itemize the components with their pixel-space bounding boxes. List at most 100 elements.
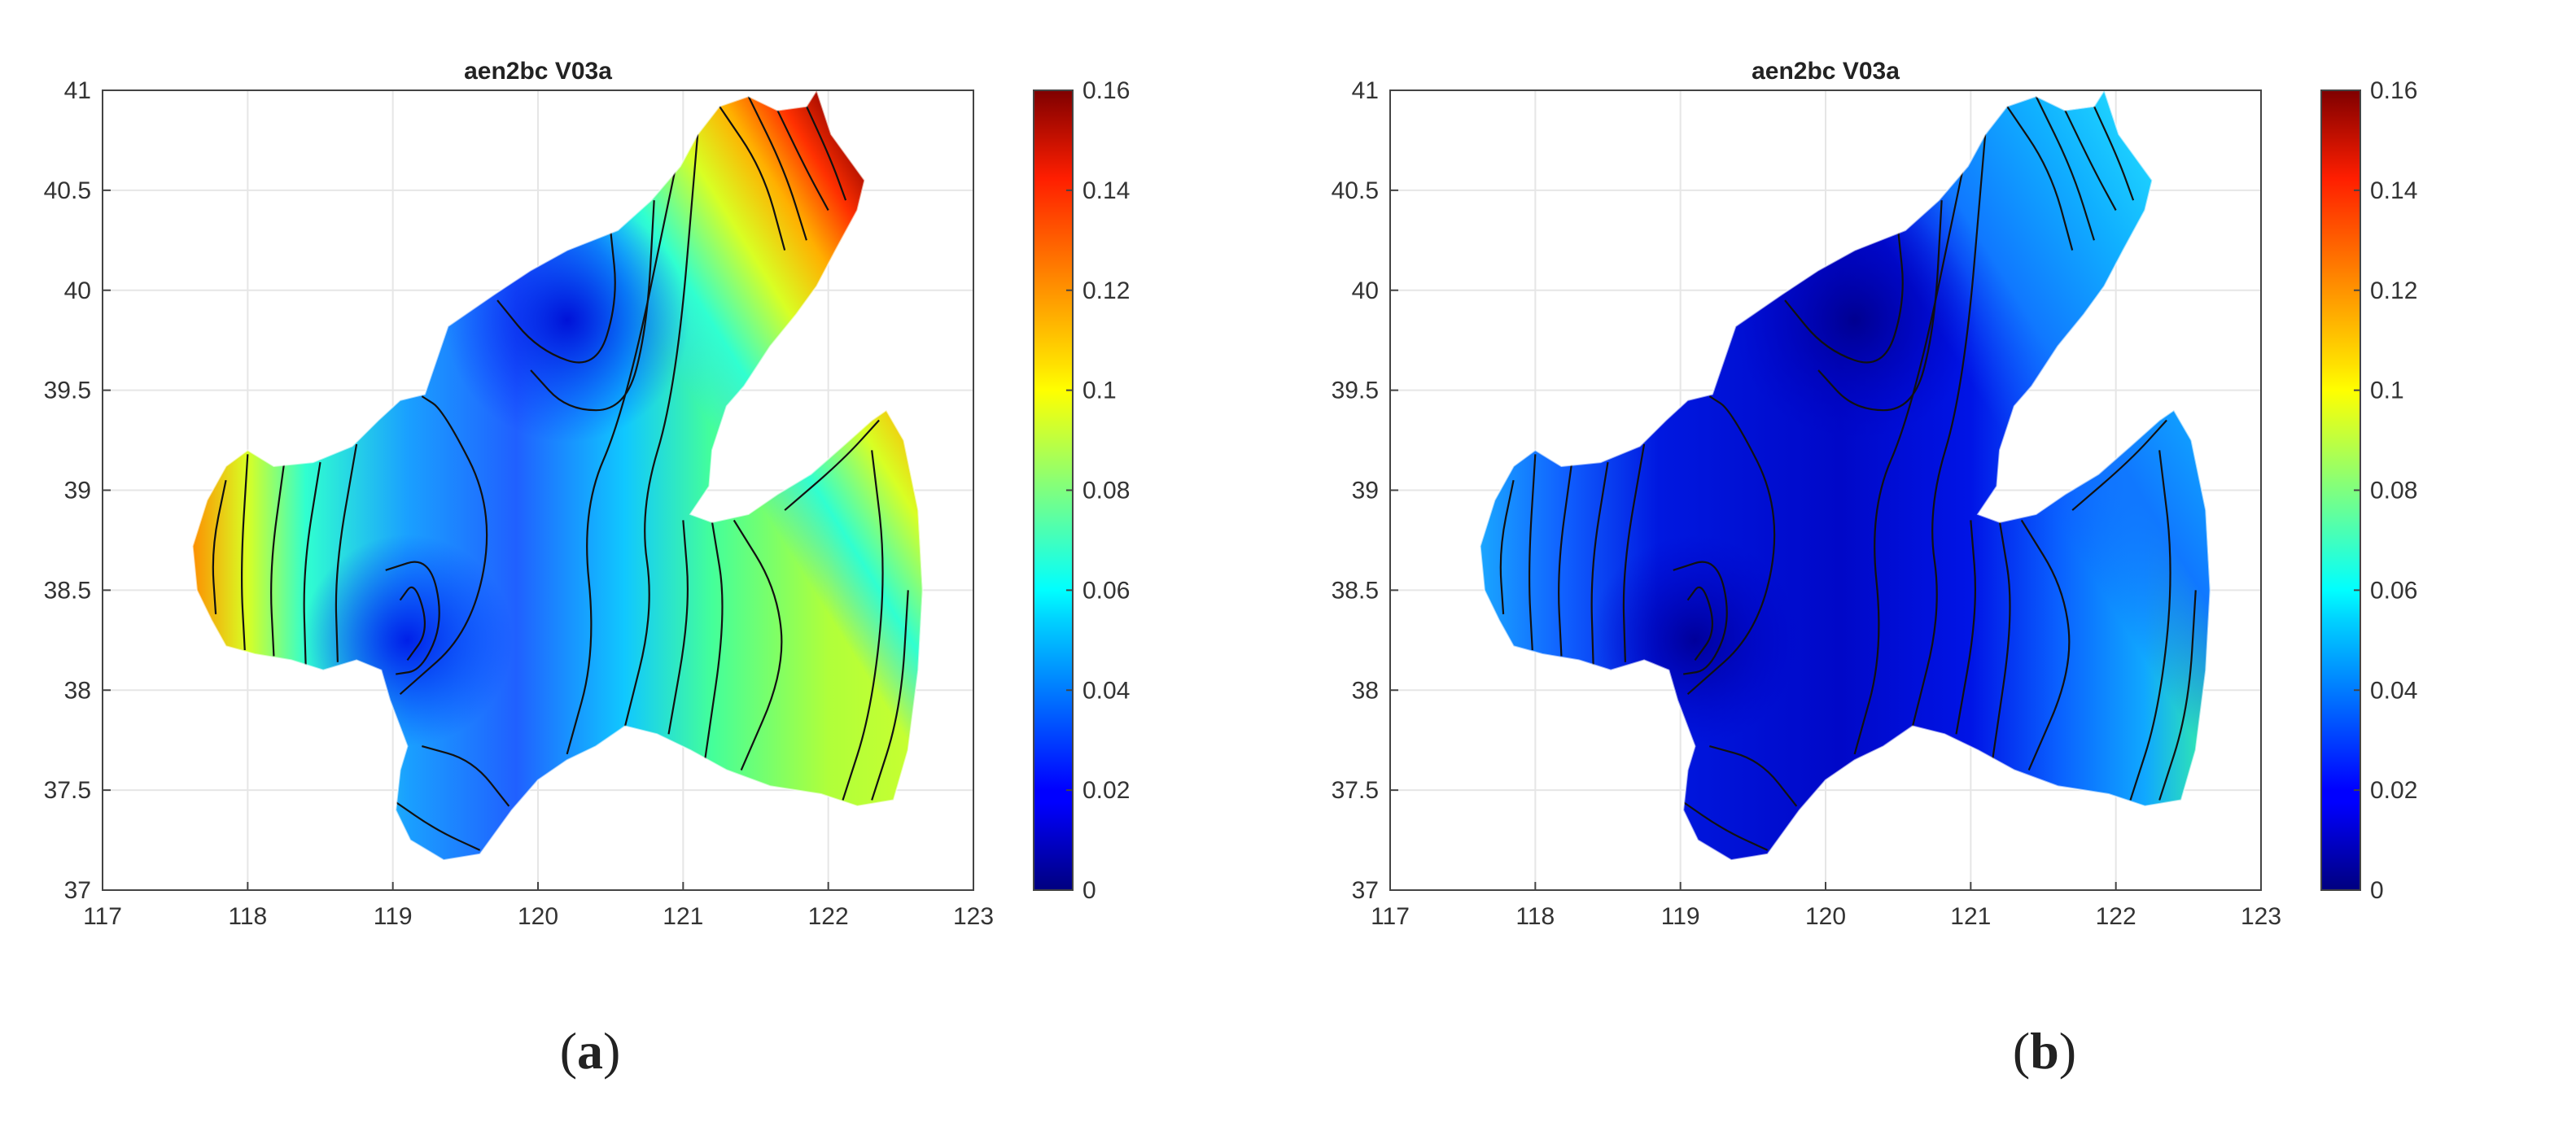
contour-line	[2129, 450, 2171, 801]
y-tick-label: 40.5	[1332, 177, 1379, 204]
contour-line	[399, 395, 488, 695]
contour-line	[1784, 229, 1904, 364]
contour-line	[2035, 95, 2095, 241]
map-panel-b: 117 118 119 120 121 122 123 37 37.5 38 38.5 39 39.5 4…	[1332, 58, 2418, 930]
colorbar-tick-label: 0.04	[1082, 677, 1130, 704]
x-tick-label: 120	[1805, 903, 1846, 930]
contour-line	[703, 522, 724, 761]
y-tick-label: 37.5	[44, 777, 91, 804]
contour-line	[2064, 110, 2117, 211]
panel-a: 117 118 119 120 121 122 123 37 37.5 38 38.5 39 39.5 4…	[44, 58, 1131, 1080]
contour-line	[784, 419, 880, 511]
y-tick-label: 38	[1352, 677, 1379, 704]
colorbar-tick-label: 0.16	[1082, 77, 1130, 104]
colorbar-tick-label: 0.1	[1082, 378, 1117, 404]
contour-line	[1817, 200, 1943, 412]
colorbar-tick-label: 0.14	[1082, 177, 1130, 204]
contour-line	[1558, 464, 1573, 657]
colorbar-tick-label: 0.06	[2370, 577, 2417, 604]
contour-line	[399, 586, 426, 661]
y-tick-label: 39	[1352, 478, 1379, 504]
colorbar-tick-label: 0.04	[2370, 677, 2417, 704]
colorbar-tick-label: 0.12	[1082, 277, 1130, 304]
y-tick-label: 41	[1352, 77, 1379, 104]
contour-line	[530, 200, 655, 412]
x-tick-label: 121	[1950, 903, 1991, 930]
contour-line	[2093, 106, 2135, 201]
contour-line	[623, 133, 699, 727]
colorbar-tick-label: 0.08	[2370, 478, 2417, 504]
x-tick-label: 118	[228, 903, 267, 930]
x-tick-label: 121	[663, 903, 703, 930]
colorbar-tick-label: 0.08	[1082, 478, 1130, 504]
y-tick-label: 38	[64, 677, 91, 704]
y-tick-label: 39.5	[1332, 378, 1379, 404]
contour-line	[1673, 561, 1728, 675]
y-tick-label: 40	[64, 277, 91, 304]
panel-label-a: (a)	[559, 1022, 621, 1080]
contour-line	[1853, 166, 1965, 755]
contour-line	[2020, 519, 2071, 771]
coastline	[191, 88, 924, 862]
map-title: aen2bc V03a	[1752, 58, 1900, 85]
contour-line	[733, 519, 783, 771]
x-tick-label: 123	[953, 903, 994, 930]
panel-label-b: (b)	[2012, 1022, 2077, 1080]
contour-line	[1590, 461, 1609, 666]
contour-line	[2071, 419, 2167, 511]
y-tick-label: 39.5	[44, 378, 91, 404]
contour-line	[1686, 395, 1776, 695]
contour-line	[805, 106, 847, 201]
contour-line	[1991, 522, 2011, 761]
colorbar-tick-label: 0.12	[2370, 277, 2417, 304]
x-tick-label: 122	[808, 903, 849, 930]
contour-line	[496, 229, 616, 364]
x-tick-label: 118	[1515, 903, 1555, 930]
map-title: aen2bc V03a	[464, 58, 612, 85]
colorbar-tick-label: 0.06	[1082, 577, 1130, 604]
contour-line	[385, 561, 440, 675]
contour-line	[422, 744, 510, 807]
contour-line	[212, 479, 227, 614]
contour-line	[2006, 106, 2074, 251]
colorbar-tick-label: 0.16	[2370, 77, 2417, 104]
panel-b: 117 118 119 120 121 122 123 37 37.5 38 38.5 39 39.5 4…	[1288, 0, 2575, 1122]
y-tick-label: 37	[64, 877, 91, 904]
coastline	[1479, 88, 2211, 862]
contour-line	[1528, 454, 1537, 651]
colorbar-tick-label: 0.02	[2370, 777, 2417, 804]
colorbar-tick-label: 0.1	[2370, 378, 2404, 404]
contour-line	[566, 166, 677, 755]
y-tick-label: 39	[64, 478, 91, 504]
colorbar-tick-label: 0.02	[1082, 777, 1130, 804]
map-panel-a: 117 118 119 120 121 122 123 37 37.5 38 38.5 39 39.5 4…	[44, 58, 1131, 930]
contour-line	[1911, 133, 1987, 727]
x-tick-label: 119	[374, 903, 413, 930]
contour-line	[871, 590, 909, 801]
colorbar-tick-label: 0	[2370, 877, 2384, 904]
contour-line	[2158, 590, 2197, 801]
contour-line	[1709, 744, 1798, 807]
x-tick-label: 123	[2241, 903, 2281, 930]
x-tick-label: 122	[2096, 903, 2136, 930]
y-tick-label: 38.5	[44, 577, 91, 604]
colorbar-tick-label: 0.14	[2370, 177, 2417, 204]
contour-line	[270, 464, 286, 657]
contour-line	[842, 450, 884, 801]
y-tick-label: 37	[1352, 877, 1379, 904]
contour-line	[1499, 479, 1515, 614]
contour-line	[335, 443, 358, 662]
contour-line	[667, 520, 689, 735]
contour-line	[747, 95, 807, 241]
y-tick-label: 41	[64, 77, 91, 104]
y-tick-label: 37.5	[1332, 777, 1379, 804]
contour-line	[719, 106, 786, 251]
x-tick-label: 120	[518, 903, 558, 930]
contour-line	[1955, 520, 1977, 735]
colorbar-tick-label: 0	[1082, 877, 1096, 904]
contour-line	[1686, 586, 1713, 661]
contour-line	[776, 110, 829, 211]
y-tick-label: 40	[1352, 277, 1379, 304]
x-tick-label: 119	[1661, 903, 1700, 930]
x-tick-label: 117	[1371, 903, 1410, 930]
